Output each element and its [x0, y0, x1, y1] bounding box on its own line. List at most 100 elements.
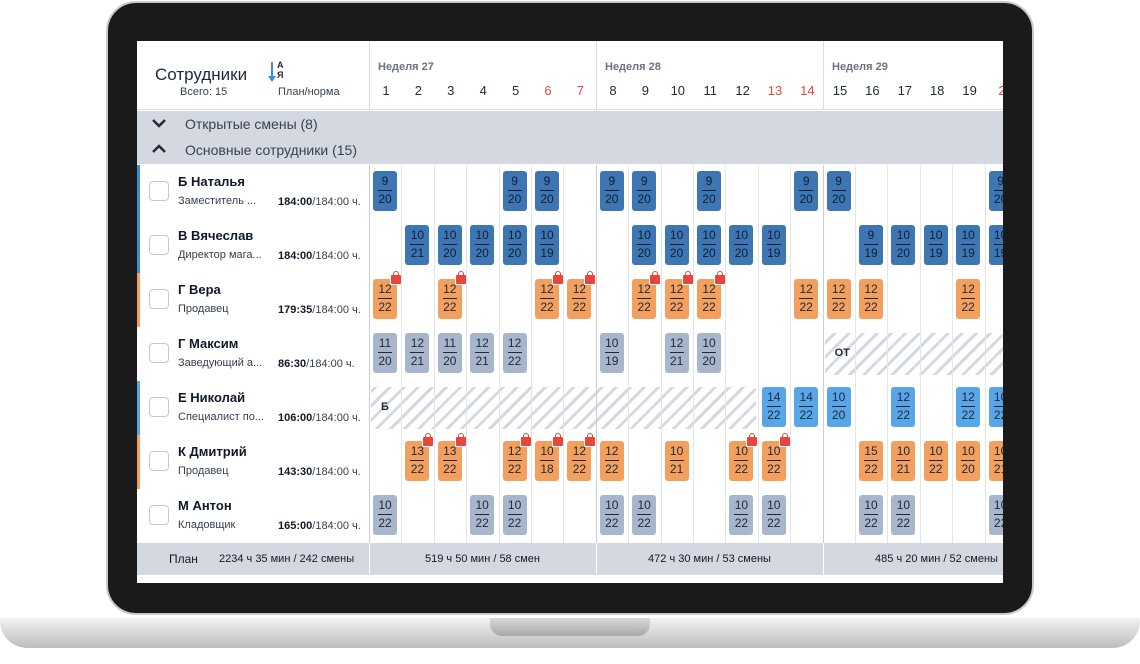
shift-block[interactable]: 12 21: [470, 333, 495, 373]
shift-block[interactable]: 11 20: [373, 333, 397, 373]
employee-row[interactable]: Б Наталья Заместитель ... 184:00/184:00 ч.: [137, 165, 369, 220]
employee-row[interactable]: Г Вера Продавец 179:35/184:00 ч.: [137, 273, 369, 328]
shift-block[interactable]: 12 22: [599, 441, 624, 481]
group-open-shifts[interactable]: Открытые смены (8): [137, 111, 1003, 137]
shift-block[interactable]: 12 22: [632, 271, 662, 319]
shift-block[interactable]: 10 20: [697, 225, 721, 265]
employee-checkbox[interactable]: [149, 397, 169, 417]
grid-line: [725, 165, 726, 543]
shift-block[interactable]: 10 20: [826, 387, 851, 427]
shift-block[interactable]: 12 22: [373, 271, 402, 319]
shift-block[interactable]: 10 20: [891, 225, 916, 265]
shift-block[interactable]: 10 20: [697, 333, 721, 373]
shift-block[interactable]: 12 22: [502, 333, 527, 373]
shift-block[interactable]: 10 20: [956, 441, 981, 481]
shift-divider: [896, 406, 911, 407]
shift-block[interactable]: 13 22: [405, 433, 435, 481]
shift-block[interactable]: 920: [988, 171, 1003, 211]
shift-block[interactable]: 10 18: [535, 433, 564, 481]
shift-block[interactable]: 11 20: [437, 333, 462, 373]
shift-block[interactable]: 10 20: [437, 225, 462, 265]
employee-row[interactable]: М Антон Кладовщик 165:00/184:00 ч.: [137, 489, 369, 544]
shift-block[interactable]: 14 22: [794, 387, 819, 427]
shift-block[interactable]: 12 22: [826, 279, 851, 319]
employee-row[interactable]: Е Николай Специалист по... 106:00/184:00 ч…: [137, 381, 369, 436]
employee-row[interactable]: К Дмитрий Продавец 143:30/184:00 ч.: [137, 435, 369, 490]
shift-block[interactable]: 12 22: [567, 271, 597, 319]
group-main-staff[interactable]: Основные сотрудники (15): [137, 137, 1003, 164]
shift-block[interactable]: 12 21: [664, 333, 689, 373]
employee-row[interactable]: В Вячеслав Директор мага... 184:00/184:00 …: [137, 219, 369, 274]
shift-block[interactable]: 12 22: [891, 387, 916, 427]
shift-block[interactable]: 10 20: [502, 225, 527, 265]
shift-block[interactable]: 12 22: [502, 433, 532, 481]
employee-checkbox[interactable]: [149, 235, 169, 255]
shift-block[interactable]: 10 20: [664, 225, 689, 265]
shift-block[interactable]: 12 22: [567, 433, 597, 481]
shift-block[interactable]: 12 22: [697, 271, 726, 319]
shift-row: [369, 165, 1003, 220]
shift-block[interactable]: 12 22: [956, 279, 981, 319]
shift-block[interactable]: 12 22: [859, 279, 883, 319]
grid-line: [596, 165, 597, 543]
shift-block[interactable]: 15 22: [859, 441, 883, 481]
shift-block[interactable]: 14 22: [761, 387, 786, 427]
shift-start: 10: [993, 390, 1003, 404]
employee-checkbox[interactable]: [149, 505, 169, 525]
footer-week-29: 485 ч 20 мин / 52 смены: [875, 553, 998, 565]
shift-block[interactable]: 12 22: [664, 271, 694, 319]
shift-block[interactable]: 9 19: [859, 225, 883, 265]
employee-checkbox[interactable]: [149, 289, 169, 309]
employee-checkbox[interactable]: [149, 181, 169, 201]
grid-line: [466, 165, 467, 543]
shift-divider: [766, 460, 781, 461]
employee-checkbox[interactable]: [149, 343, 169, 363]
shift-divider: [410, 244, 425, 245]
shift-block[interactable]: 12 22: [437, 271, 467, 319]
shift-block[interactable]: 10 20: [729, 225, 754, 265]
shift-block[interactable]: 12 21: [405, 333, 430, 373]
shift-block[interactable]: 10 20: [632, 225, 657, 265]
shift-block[interactable]: 12 22: [956, 387, 981, 427]
absence-block[interactable]: ОТ: [824, 333, 1003, 375]
shift-block[interactable]: 10 20: [470, 225, 495, 265]
shift-block[interactable]: 12 22: [794, 279, 819, 319]
employee-row[interactable]: Г Максим Заведующий а... 86:30/184:00 ч.: [137, 327, 369, 382]
shift-block[interactable]: 13 22: [437, 433, 467, 481]
shift-block[interactable]: 12 22: [535, 271, 564, 319]
employee-checkbox[interactable]: [149, 451, 169, 471]
